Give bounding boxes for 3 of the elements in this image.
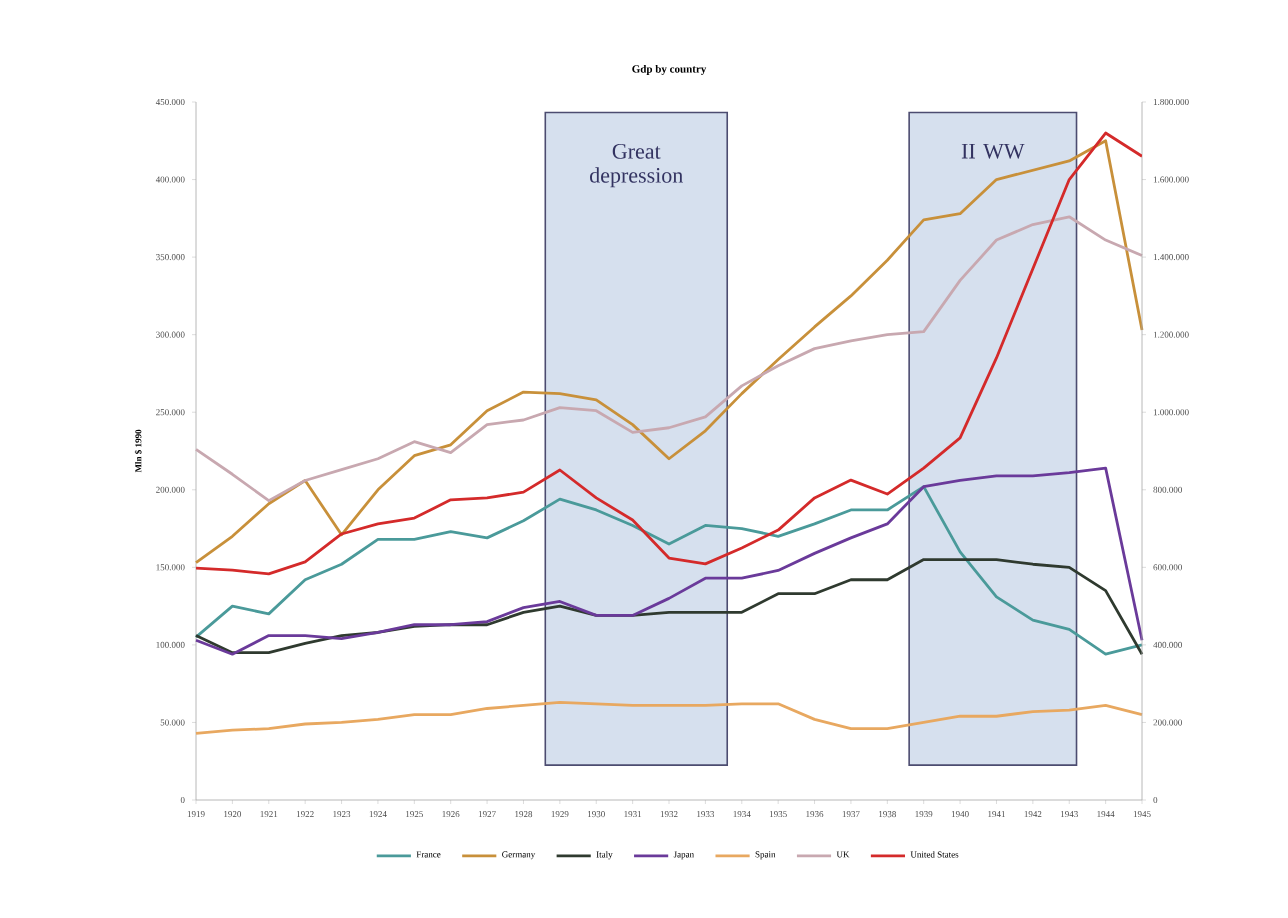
band-label: II WW xyxy=(961,143,1025,159)
band-label: Great depression xyxy=(590,143,683,188)
line-series xyxy=(194,215,1144,503)
